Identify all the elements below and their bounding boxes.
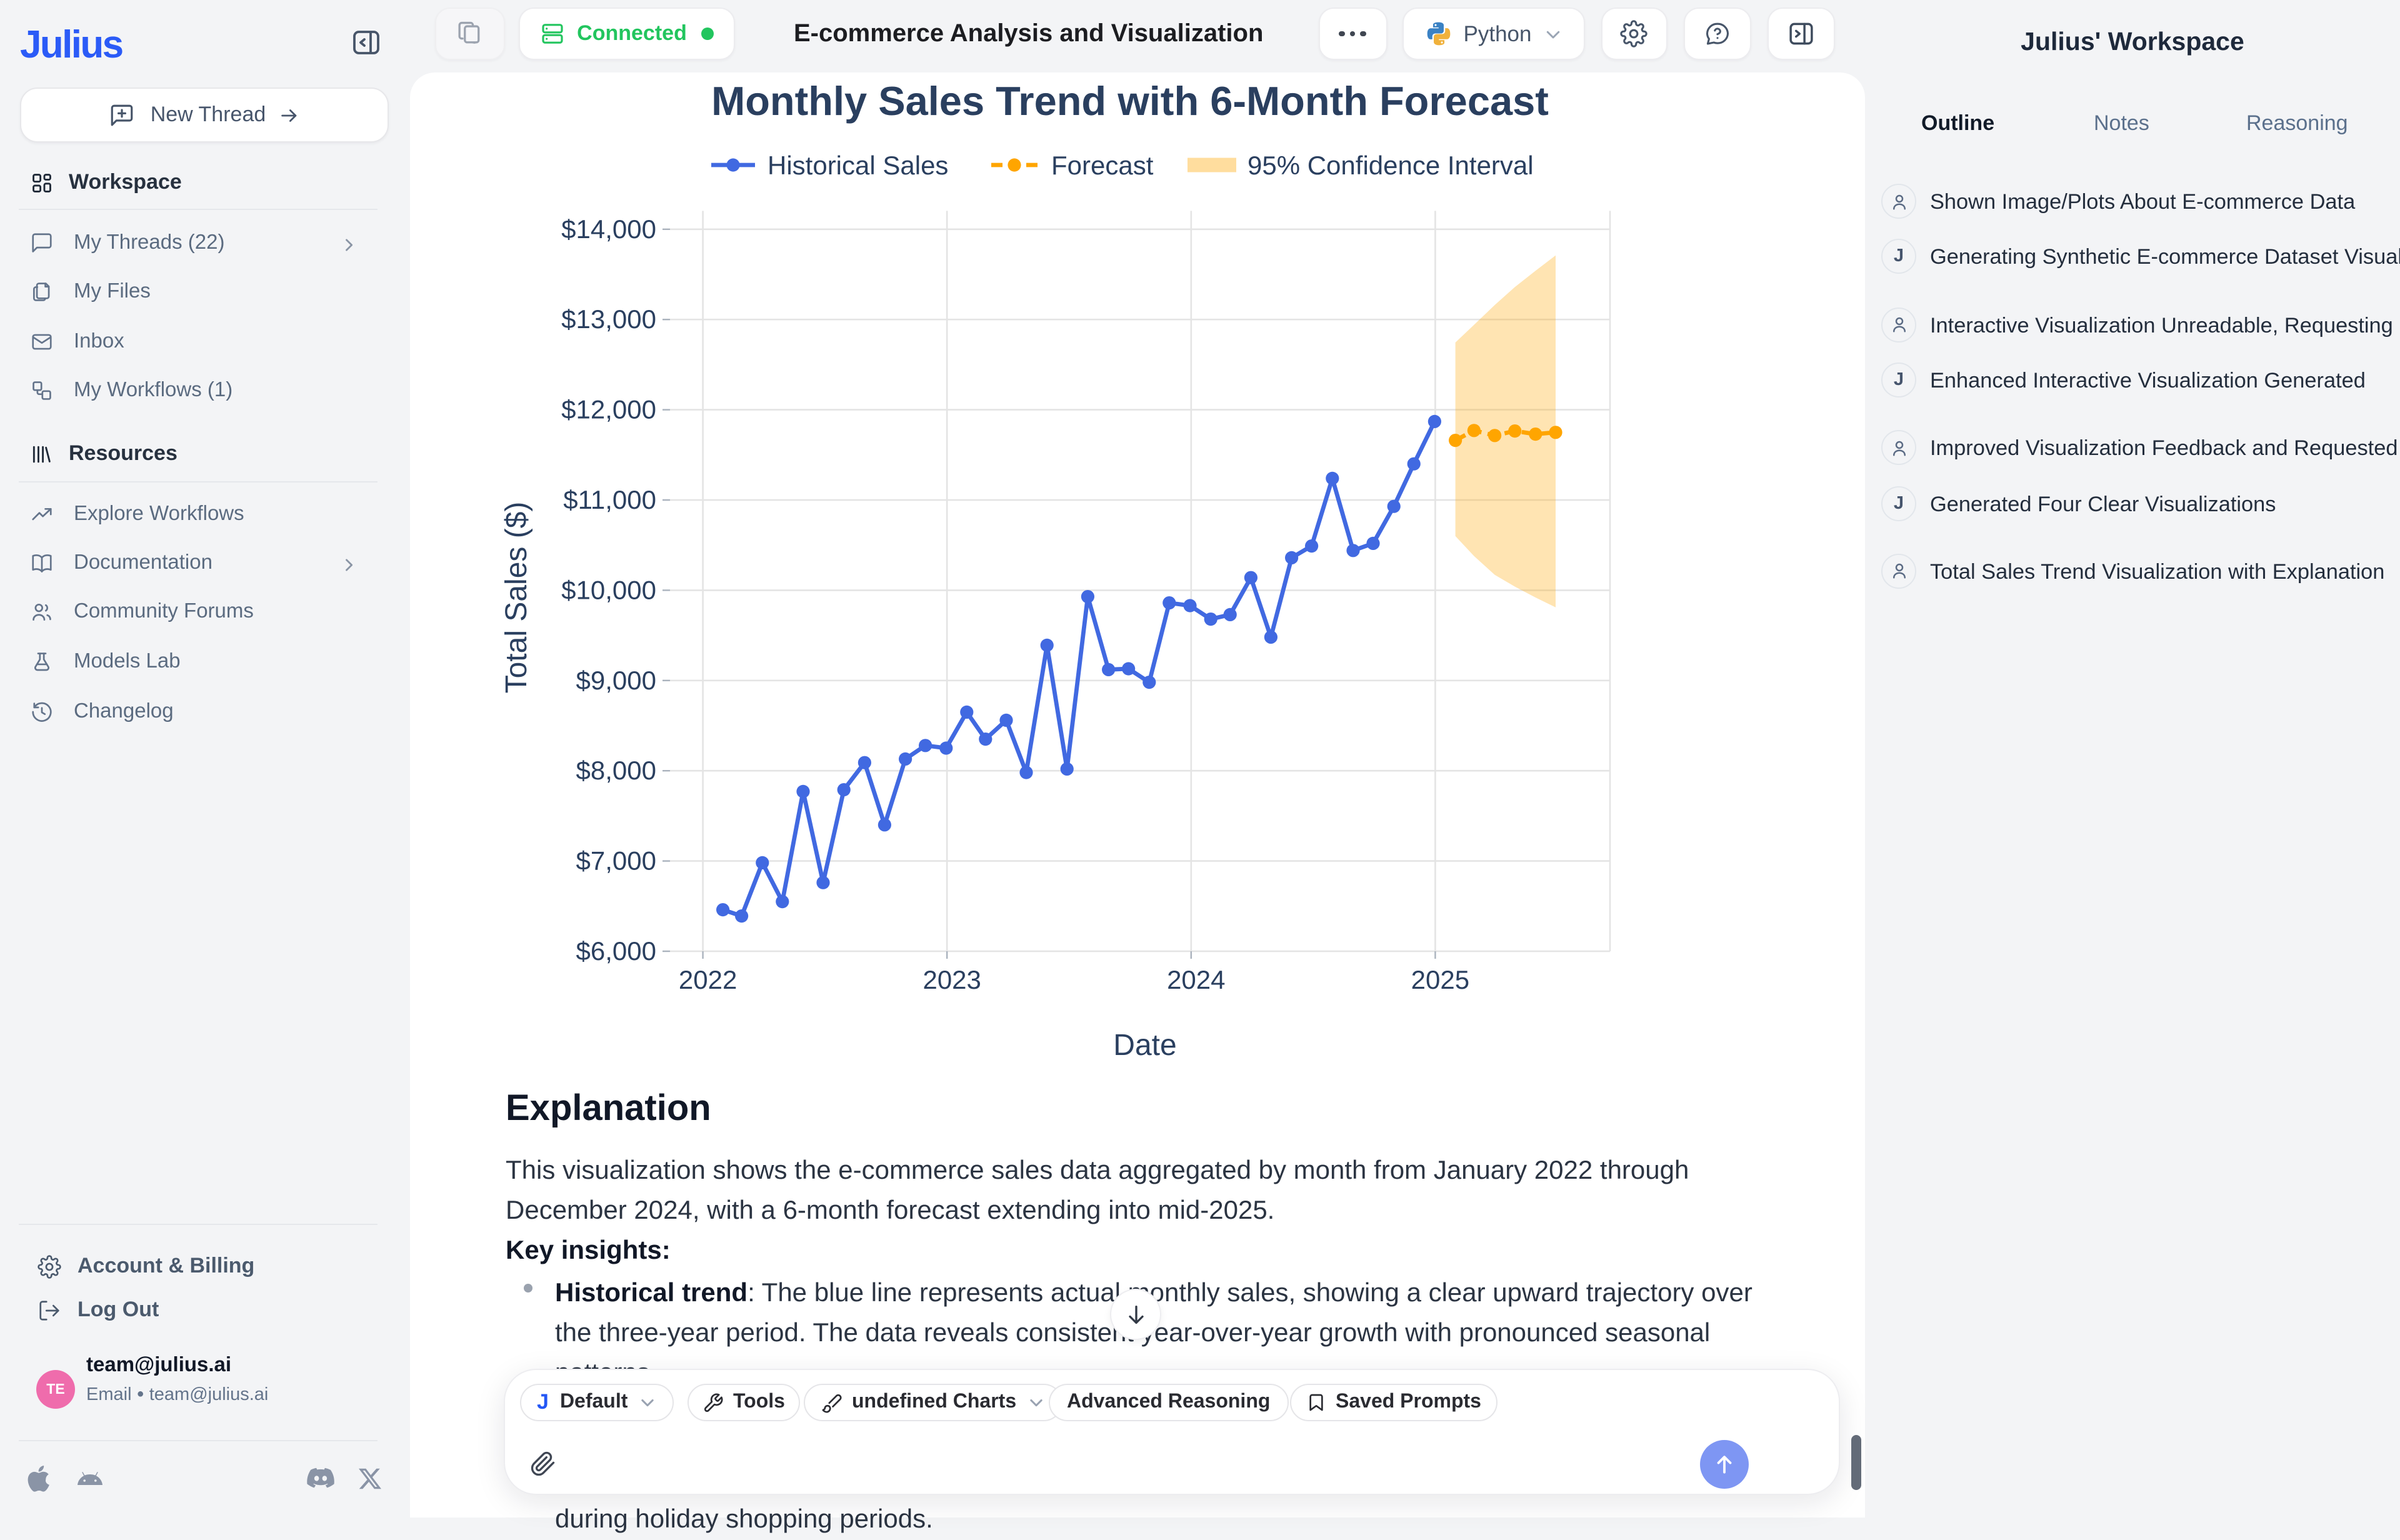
svg-text:$11,000: $11,000 <box>563 485 656 514</box>
svg-text:$13,000: $13,000 <box>561 304 656 334</box>
svg-text:Date: Date <box>1113 1029 1176 1062</box>
svg-text:2024: 2024 <box>1167 965 1225 994</box>
svg-text:Forecast: Forecast <box>1051 151 1154 180</box>
svg-text:$6,000: $6,000 <box>576 936 656 966</box>
svg-text:$7,000: $7,000 <box>576 846 656 876</box>
svg-text:$9,000: $9,000 <box>576 666 656 695</box>
svg-text:2023: 2023 <box>922 965 981 994</box>
svg-text:$14,000: $14,000 <box>561 214 656 244</box>
svg-text:2022: 2022 <box>679 965 737 994</box>
svg-text:Total Sales ($): Total Sales ($) <box>500 502 533 694</box>
svg-text:$10,000: $10,000 <box>561 575 656 604</box>
svg-text:$8,000: $8,000 <box>576 756 656 785</box>
svg-text:Historical Sales: Historical Sales <box>768 151 948 180</box>
svg-text:$12,000: $12,000 <box>561 395 656 424</box>
svg-text:2025: 2025 <box>1411 965 1469 994</box>
svg-text:95% Confidence Interval: 95% Confidence Interval <box>1248 151 1534 180</box>
svg-text:Monthly Sales Trend with 6-Mon: Monthly Sales Trend with 6-Month Forecas… <box>711 78 1549 124</box>
